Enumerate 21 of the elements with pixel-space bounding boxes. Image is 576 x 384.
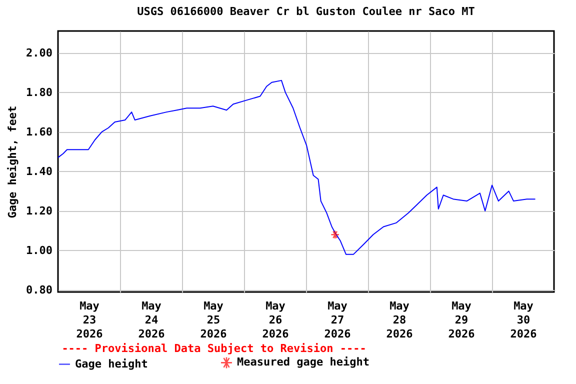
y-tick-label: 1.60 — [26, 125, 52, 138]
y-tick-label: 2.00 — [26, 46, 52, 60]
y-tick-label: 0.80 — [26, 284, 52, 297]
x-tick-label: May 26 2026 — [262, 300, 290, 340]
chart-title: USGS 06166000 Beaver Cr bl Guston Coulee nr Saco MT — [137, 5, 476, 18]
legend-label: Measured gage height — [237, 356, 370, 369]
y-tick-label: 1.80 — [26, 86, 52, 99]
x-tick-label: May 25 2026 — [200, 300, 228, 340]
y-tick-label: 1.40 — [26, 164, 52, 178]
x-tick-label: May 24 2026 — [138, 300, 166, 340]
x-tick-label: May 23 2026 — [76, 300, 104, 340]
line-series — [58, 80, 536, 255]
x-tick-label: May 27 2026 — [324, 300, 352, 340]
legend-label: Gage height — [75, 357, 148, 370]
x-tick-label: May 29 2026 — [448, 300, 476, 340]
y-tick-label: 1.00 — [26, 244, 52, 257]
y-tick-label: 1.20 — [26, 204, 52, 218]
y-axis-title: Gage height, feet — [6, 106, 20, 218]
x-tick-label: May 30 2026 — [510, 300, 538, 340]
x-tick-label: May 28 2026 — [386, 300, 414, 340]
text: ---- Provisional Data Subject to Revision ---- — [62, 342, 366, 355]
